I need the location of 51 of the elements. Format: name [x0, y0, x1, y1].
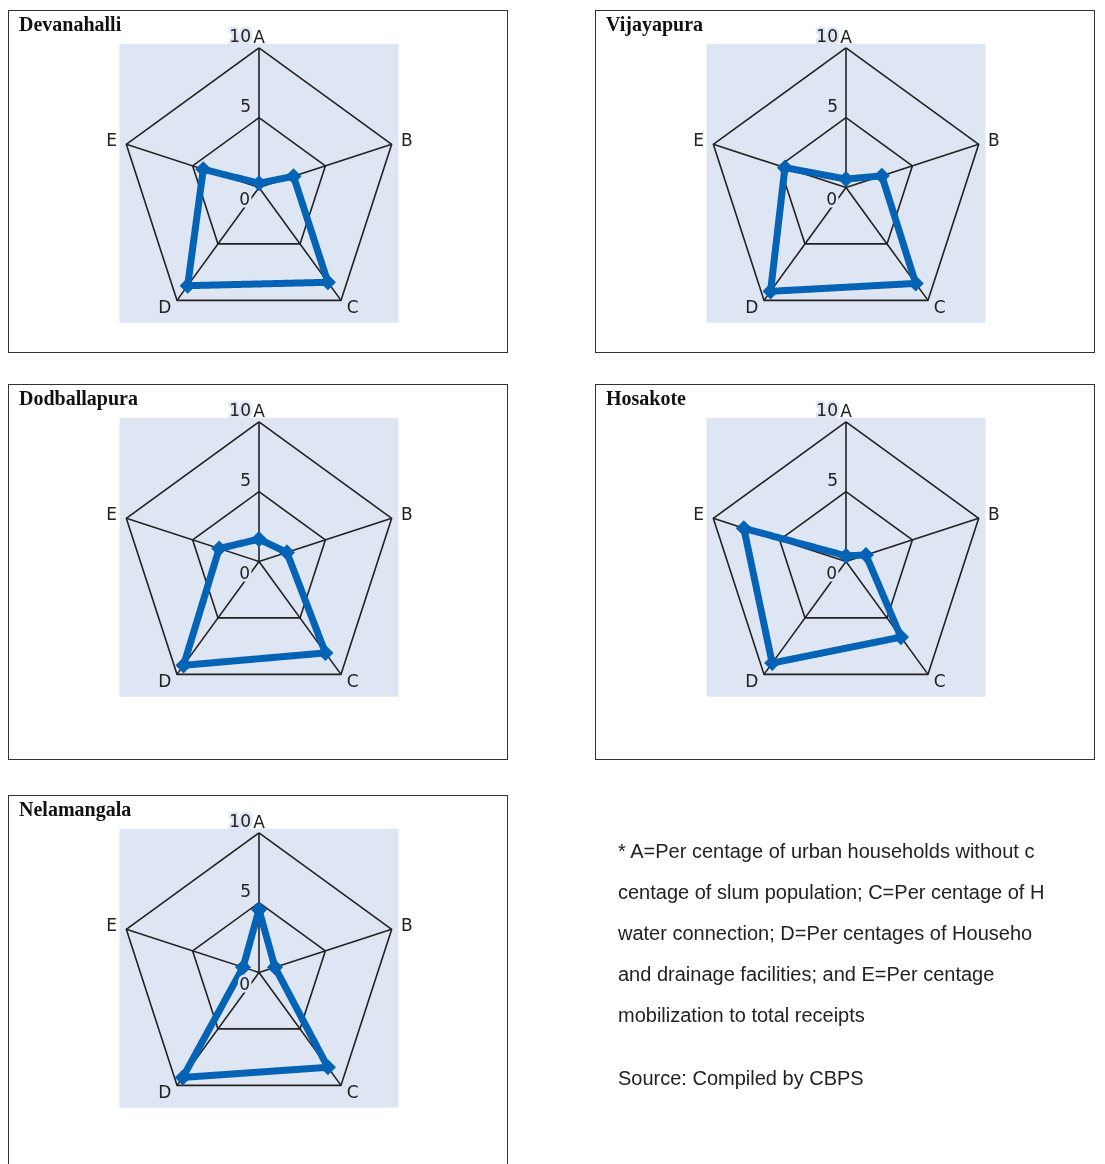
- spoke-label: E: [693, 130, 705, 151]
- chart-title: Dodballapura: [19, 387, 138, 410]
- text: and drainage facilities; and E=Per centage: [618, 963, 996, 987]
- y-tick-label: 0: [239, 563, 250, 584]
- spoke-label: D: [745, 671, 759, 692]
- spoke-label: C: [933, 297, 946, 318]
- spoke-label: C: [346, 297, 359, 318]
- y-tick-label: 5: [827, 95, 838, 116]
- y-tick-label: 5: [240, 469, 251, 490]
- chart-title: Vijayapura: [606, 13, 704, 36]
- spoke-label: E: [106, 504, 118, 525]
- y-tick-label: 10: [229, 25, 251, 46]
- chart-title: Devanahalli: [19, 13, 122, 35]
- spoke-label: C: [933, 671, 946, 692]
- spoke-label: D: [745, 297, 759, 318]
- spoke-label: B: [400, 504, 413, 525]
- spoke-label: C: [346, 671, 359, 692]
- y-tick-label: 5: [240, 880, 251, 901]
- y-tick-label: 10: [229, 399, 251, 420]
- text: centage of slum population; C=Per centage of H: [618, 881, 1045, 905]
- y-tick-label: 5: [240, 95, 251, 116]
- chart-title: Nelamangala: [19, 798, 132, 821]
- spoke-label: E: [693, 504, 705, 525]
- spoke-label: D: [158, 1082, 172, 1103]
- spoke-label: C: [346, 1082, 359, 1103]
- spoke-label: A: [253, 401, 266, 422]
- spoke-label: B: [987, 504, 1000, 525]
- text: * A=Per centage of urban households without c: [618, 840, 1036, 864]
- spoke-label: E: [106, 130, 118, 151]
- y-tick-label: 10: [816, 25, 838, 46]
- y-tick-label: 0: [239, 189, 250, 210]
- spoke-label: E: [106, 915, 118, 936]
- text: mobilization to total receipts: [618, 1004, 866, 1028]
- spoke-label: A: [840, 401, 853, 422]
- y-tick-label: 10: [816, 399, 838, 420]
- y-tick-label: 0: [239, 974, 250, 995]
- spoke-label: B: [400, 130, 413, 151]
- spoke-label: A: [840, 27, 853, 48]
- y-tick-label: 0: [826, 189, 837, 210]
- chart-title: Hosakote: [606, 387, 687, 409]
- source-note: Source: Compiled by CBPS: [618, 1067, 865, 1091]
- text: water connection; D=Per centages of Househo: [618, 922, 1034, 946]
- spoke-label: D: [158, 671, 172, 692]
- spoke-label: B: [987, 130, 1000, 151]
- spoke-label: B: [400, 915, 413, 936]
- y-tick-label: 5: [827, 469, 838, 490]
- y-tick-label: 0: [826, 563, 837, 584]
- spoke-label: D: [158, 297, 172, 318]
- spoke-label: A: [253, 27, 266, 48]
- y-tick-label: 10: [229, 810, 251, 831]
- spoke-label: A: [253, 812, 266, 833]
